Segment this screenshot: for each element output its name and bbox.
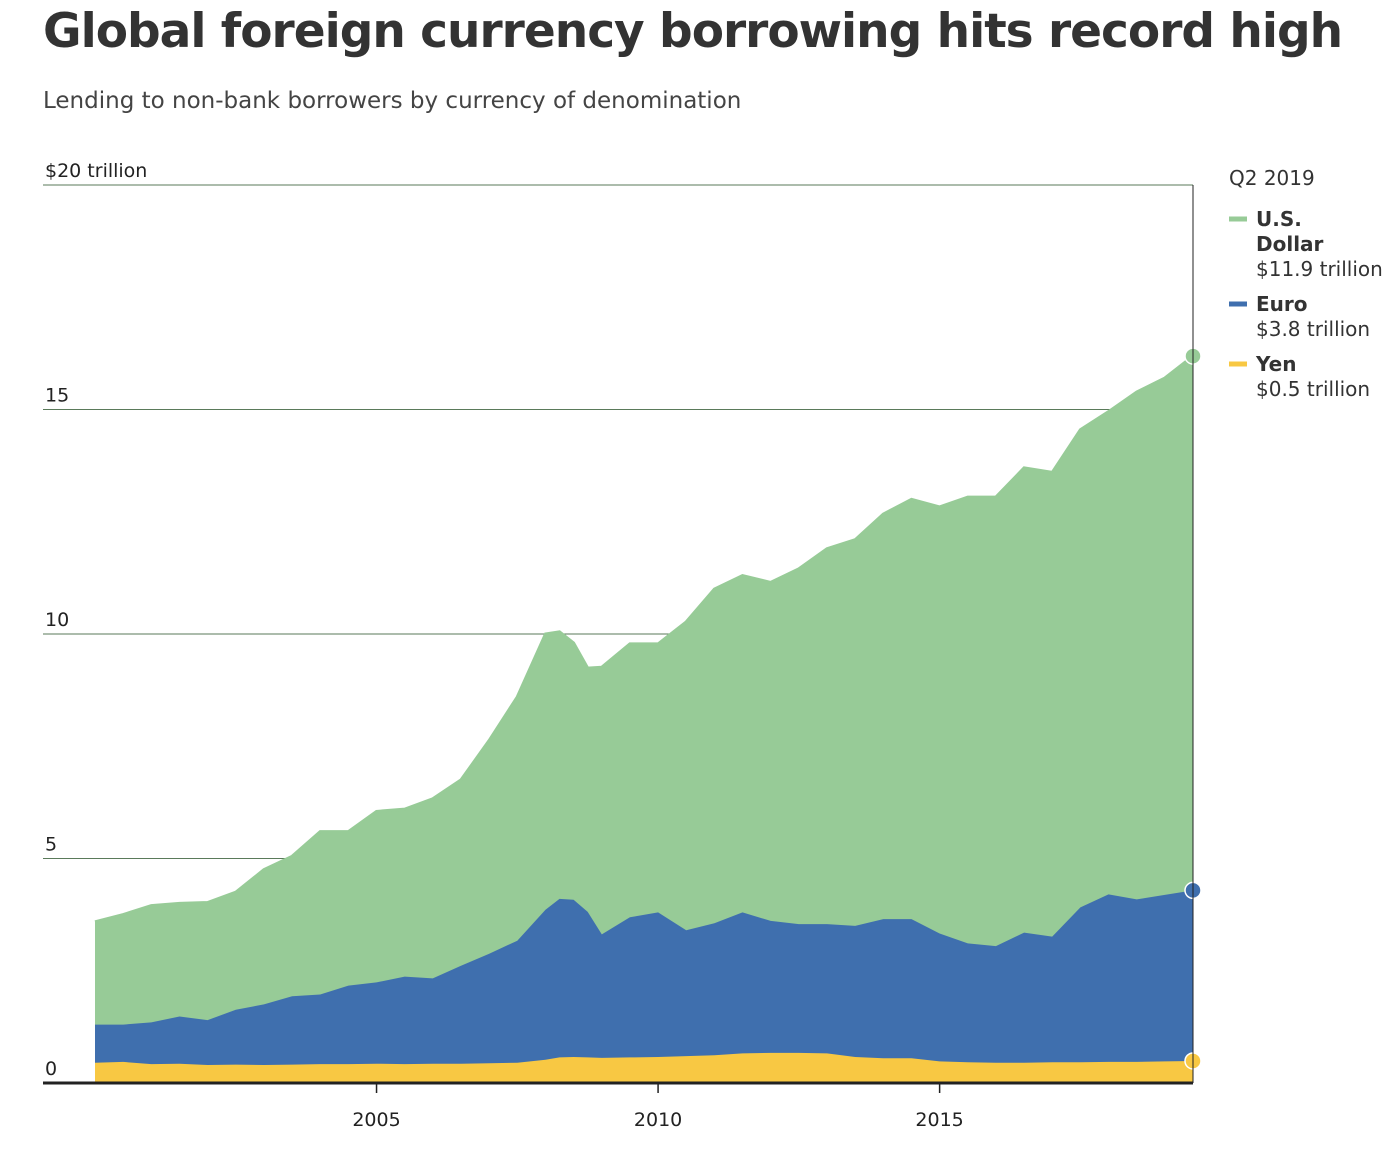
axes: $20 trillion 15 10 5 0 2005 2010 2015 (43, 160, 1194, 1131)
area-u-s-dollar (95, 356, 1193, 1025)
series-line (94, 354, 1194, 924)
legend-series-value: $3.8 trillion (1256, 317, 1370, 341)
x-tick-label: 2005 (352, 1109, 400, 1131)
y-tick-label: 10 (45, 609, 69, 631)
legend-series-name: Euro (1256, 292, 1308, 316)
legend-series-name: Dollar (1256, 232, 1324, 256)
legend-series-name: U.S. (1256, 207, 1302, 231)
y-tick-label: 0 (45, 1058, 57, 1080)
x-tick-label: 2015 (915, 1109, 963, 1131)
y-tick-label: $20 trillion (45, 160, 147, 182)
area-euro (95, 890, 1193, 1065)
legend-series-value: $0.5 trillion (1256, 377, 1370, 401)
y-tick-label: 5 (45, 834, 57, 856)
legend-header: Q2 2019 (1229, 166, 1315, 190)
area-series (94, 347, 1202, 1083)
chart-title: Global foreign currency borrowing hits r… (43, 4, 1343, 59)
chart-subtitle: Lending to non-bank borrowers by currenc… (43, 88, 742, 114)
y-tick-label: 15 (45, 385, 69, 407)
legend-series-value: $11.9 trillion (1256, 257, 1383, 281)
legend-series-name: Yen (1255, 352, 1296, 376)
legend: Q2 2019 U.S.Dollar$11.9 trillion Euro$3.8 … (1229, 166, 1383, 401)
x-tick-label: 2010 (634, 1109, 682, 1131)
